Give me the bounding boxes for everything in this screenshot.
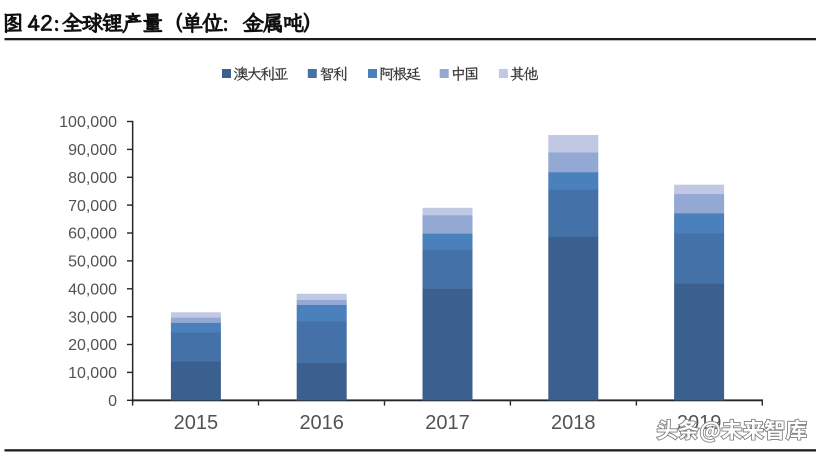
svg-text:2018: 2018: [551, 412, 596, 434]
svg-text:70,000: 70,000: [68, 198, 117, 215]
svg-text:50,000: 50,000: [68, 254, 117, 271]
svg-text:100,000: 100,000: [59, 114, 117, 131]
svg-text:80,000: 80,000: [68, 170, 117, 187]
svg-text:30,000: 30,000: [68, 309, 117, 326]
svg-text:0: 0: [108, 393, 117, 410]
svg-text:10,000: 10,000: [68, 365, 117, 382]
svg-text:60,000: 60,000: [68, 226, 117, 243]
svg-text:90,000: 90,000: [68, 142, 117, 159]
svg-text:2017: 2017: [425, 412, 470, 434]
svg-text:2016: 2016: [299, 412, 344, 434]
svg-text:40,000: 40,000: [68, 282, 117, 299]
svg-text:20,000: 20,000: [68, 337, 117, 354]
svg-text:2015: 2015: [174, 412, 219, 434]
